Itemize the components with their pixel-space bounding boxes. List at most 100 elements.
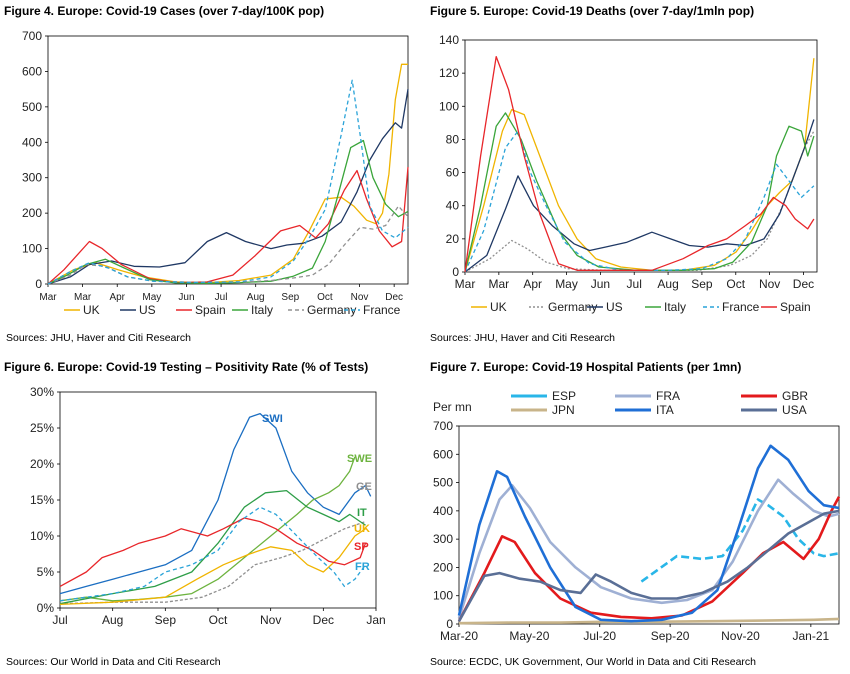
x-tick-label: May-20: [509, 629, 549, 643]
legend-label-spain: Spain: [780, 300, 811, 314]
y-tick-label: 300: [433, 532, 453, 546]
series-line-fr: [59, 506, 367, 602]
plot-frame: [47, 35, 409, 285]
x-tick-label: Nov: [351, 292, 369, 303]
x-tick-label: Oct: [317, 292, 333, 303]
x-tick-label: Oct: [726, 277, 745, 291]
x-tick-label: Mar-20: [440, 629, 478, 643]
x-tick-label: Jan: [366, 613, 385, 627]
y-tick-label: 400: [22, 135, 42, 149]
y-tick-label: 0: [452, 265, 459, 279]
series-line-swi: [59, 412, 372, 595]
y-tick-label: 100: [433, 589, 453, 603]
x-tick-label: Sep: [691, 277, 713, 291]
y-tick-label: 700: [22, 29, 42, 43]
y-tick-label: 0: [446, 617, 453, 631]
x-tick-label: Apr: [109, 292, 125, 303]
y-tick-label: 40: [446, 199, 460, 213]
y-axis-label: Per mn: [433, 400, 472, 414]
inline-label-ge: GE: [356, 481, 372, 493]
y-tick-label: 30%: [30, 385, 54, 399]
x-tick-label: Dec: [385, 292, 403, 303]
series-line-gbr: [457, 496, 841, 622]
series-line-us: [47, 88, 409, 285]
x-tick-label: Mar: [39, 292, 57, 303]
y-tick-label: 500: [22, 100, 42, 114]
x-tick-label: Aug: [102, 613, 123, 627]
x-tick-label: Aug: [247, 292, 265, 303]
figure-4-title: Figure 4. Europe: Covid-19 Cases (over 7…: [4, 4, 325, 18]
figure-5-title: Figure 5. Europe: Covid-19 Deaths (over …: [430, 4, 755, 18]
y-tick-label: 100: [22, 242, 42, 256]
inline-label-swe: SWE: [347, 453, 372, 465]
legend-label-fra: FRA: [656, 389, 680, 403]
series-line-germany: [47, 205, 409, 285]
x-tick-label: Jun: [178, 292, 194, 303]
series-line-esp: [640, 498, 840, 583]
y-tick-label: 400: [433, 504, 453, 518]
x-tick-label: Sep: [281, 292, 299, 303]
x-tick-label: Jul-20: [583, 629, 616, 643]
x-tick-label: Dec: [313, 613, 334, 627]
inline-label-sp: SP: [354, 541, 369, 553]
series-line-usa: [457, 509, 840, 622]
figure-5-source: Sources: JHU, Haver and Citi Research: [430, 332, 615, 344]
legend-label-italy: Italy: [664, 300, 686, 314]
inline-label-it: IT: [357, 507, 367, 519]
y-tick-label: 200: [22, 206, 42, 220]
y-tick-label: 15%: [30, 493, 54, 507]
y-tick-label: 300: [22, 171, 42, 185]
x-tick-label: May: [142, 292, 161, 303]
y-tick-label: 100: [439, 99, 459, 113]
legend-label-france: France: [363, 303, 401, 317]
legend-label-ita: ITA: [656, 403, 674, 417]
y-tick-label: 600: [22, 64, 42, 78]
legend-label-us: US: [606, 300, 623, 314]
legend-label-italy: Italy: [251, 303, 273, 317]
legend-label-usa: USA: [782, 403, 807, 417]
x-tick-label: Jul: [52, 613, 67, 627]
positivity-chart: 0% 5% 10% 15% 20% 25% 30% Jul Aug Sep Oct Nov Dec Jan…: [30, 385, 386, 627]
y-tick-label: 20: [446, 232, 460, 246]
x-tick-label: Jul: [627, 277, 642, 291]
legend-label-gbr: GBR: [782, 389, 808, 403]
figure-7-title: Figure 7. Europe: Covid-19 Hospital Pati…: [430, 360, 742, 374]
series-line-spain: [464, 55, 815, 273]
legend-label-uk: UK: [490, 300, 507, 314]
figure-6-source: Sources: Our World in Data and Citi Rese…: [6, 656, 221, 668]
legend-label-jpn: JPN: [552, 403, 575, 417]
series-line-spain: [47, 167, 409, 285]
figure-4-source: Sources: JHU, Haver and Citi Research: [6, 332, 191, 344]
hospital-chart: 0 100 200 300 400 500 600 700 Mar-20 May-20 Jul-20…: [433, 389, 841, 643]
series-line-ita: [457, 444, 840, 623]
x-tick-label: Jul: [215, 292, 228, 303]
inline-label-uk: UK: [354, 523, 370, 535]
y-tick-label: 20%: [30, 457, 54, 471]
x-tick-label: Jan-21: [793, 629, 830, 643]
y-tick-label: 200: [433, 560, 453, 574]
series-line-sp: [59, 517, 367, 587]
y-tick-label: 500: [433, 476, 453, 490]
figure-6-title: Figure 6. Europe: Covid-19 Testing – Pos…: [4, 360, 369, 374]
legend-label-us: US: [139, 303, 156, 317]
legend-label-uk: UK: [83, 303, 100, 317]
deaths-chart: 0 20 40 60 80 100 120 140 Mar Mar Apr May Jun Jul Aug S…: [439, 33, 818, 314]
x-tick-label: May: [555, 277, 578, 291]
figure-7-source: Source: ECDC, UK Government, Our World i…: [430, 656, 757, 668]
series-line-jpn: [458, 617, 840, 625]
y-tick-label: 25%: [30, 421, 54, 435]
x-tick-label: Nov: [759, 277, 780, 291]
series-line-germany: [464, 130, 815, 273]
y-tick-label: 0%: [37, 601, 55, 615]
x-tick-label: Oct: [209, 613, 228, 627]
y-tick-label: 140: [439, 33, 459, 47]
x-tick-label: Apr: [523, 277, 542, 291]
x-tick-label: Jun: [591, 277, 610, 291]
y-tick-label: 10%: [30, 529, 54, 543]
series-line-italy: [464, 112, 815, 273]
series-line-it: [59, 489, 366, 605]
cases-chart: 0 100 200 300 400 500 600 700 Mar Mar Apr May Jun Jul…: [22, 29, 409, 317]
x-tick-label: Dec: [793, 277, 814, 291]
series-line-france: [464, 130, 815, 273]
legend-label-esp: ESP: [552, 389, 576, 403]
